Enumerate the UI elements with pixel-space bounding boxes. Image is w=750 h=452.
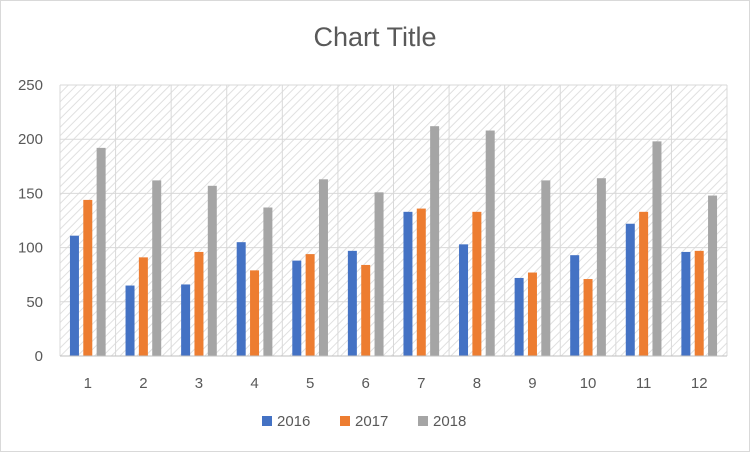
- y-tick-label: 0: [35, 348, 43, 365]
- bar-2017-12: [694, 250, 704, 356]
- bar-2016-1: [69, 235, 79, 356]
- x-tick-label: 8: [473, 375, 481, 392]
- x-tick-label: 7: [417, 375, 425, 392]
- bar-2017-6: [361, 264, 371, 356]
- bar-2018-12: [708, 195, 718, 356]
- y-tick-label: 150: [18, 185, 43, 202]
- bar-2016-6: [347, 250, 357, 356]
- bar-2017-8: [472, 211, 482, 356]
- bar-2018-2: [152, 180, 162, 356]
- legend-item-2018: 2018: [418, 413, 466, 430]
- x-tick-label: 11: [636, 375, 652, 392]
- bar-2018-7: [430, 126, 440, 356]
- legend-swatch: [340, 416, 350, 426]
- bar-2016-12: [681, 251, 691, 356]
- bar-2016-4: [236, 242, 246, 356]
- bar-2017-7: [416, 208, 426, 356]
- bar-2017-11: [639, 211, 649, 356]
- y-tick-label: 100: [18, 240, 43, 257]
- bar-2018-3: [207, 185, 217, 356]
- y-tick-label: 200: [18, 131, 43, 148]
- bar-2018-11: [652, 141, 662, 356]
- x-tick-label: 2: [139, 375, 147, 392]
- bar-2018-5: [318, 179, 328, 356]
- y-tick-label: 250: [18, 77, 43, 94]
- series-2017: [83, 199, 704, 356]
- x-tick-label: 12: [691, 375, 708, 392]
- x-tick-label: 10: [580, 375, 597, 392]
- bar-2017-2: [138, 257, 148, 356]
- x-tick-label: 3: [195, 375, 203, 392]
- y-tick-label: 50: [26, 294, 43, 311]
- x-tick-label: 9: [528, 375, 536, 392]
- bar-2016-2: [125, 285, 135, 356]
- bar-2017-10: [583, 279, 593, 356]
- bar-2016-9: [514, 277, 524, 356]
- x-tick-label: 1: [84, 375, 92, 392]
- bar-2017-5: [305, 254, 315, 356]
- bar-2016-7: [403, 211, 413, 356]
- bar-2017-4: [250, 270, 260, 356]
- bar-2016-11: [625, 223, 635, 356]
- chart-title: Chart Title: [313, 22, 437, 52]
- bar-2017-1: [83, 199, 93, 356]
- legend-item-2017: 2017: [340, 413, 388, 430]
- series-2018: [96, 126, 718, 356]
- bar-2018-8: [485, 130, 495, 356]
- bar-2016-8: [459, 244, 469, 356]
- series-2016: [69, 211, 691, 356]
- x-tick-label: 4: [250, 375, 258, 392]
- bar-2016-5: [292, 260, 302, 356]
- legend-swatch: [262, 416, 272, 426]
- bar-2018-10: [596, 178, 606, 356]
- bar-2017-9: [527, 272, 537, 356]
- x-tick-label: 6: [362, 375, 370, 392]
- legend-swatch: [418, 416, 428, 426]
- bar-2017-3: [194, 251, 204, 356]
- legend-label: 2017: [355, 413, 388, 430]
- legend: 2016 2017 2018: [262, 413, 466, 430]
- bar-2016-3: [181, 284, 191, 356]
- x-tick-label: 5: [306, 375, 314, 392]
- bar-2018-1: [96, 147, 106, 356]
- gridlines: [59, 84, 728, 357]
- legend-item-2016: 2016: [262, 413, 310, 430]
- legend-label: 2016: [277, 413, 310, 430]
- bar-2018-6: [374, 192, 384, 356]
- legend-label: 2018: [433, 413, 466, 430]
- bars: [69, 126, 718, 356]
- bar-2018-9: [541, 180, 551, 356]
- bar-2018-4: [263, 207, 273, 356]
- bar-2016-10: [570, 255, 580, 356]
